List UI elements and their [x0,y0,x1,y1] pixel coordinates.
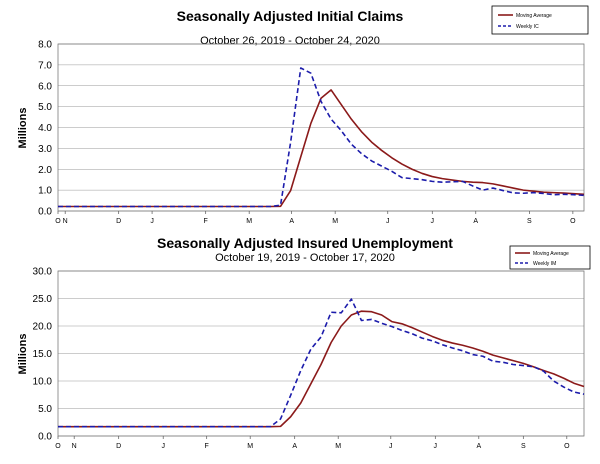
x-tick-label: A [289,218,294,225]
x-tick-label: J [386,218,390,225]
y-tick-label: 15.0 [33,349,53,360]
legend-label-weekly-im: Weekly IM [533,261,556,267]
legend-label-moving-average: Moving Average [516,13,552,19]
x-tick-label: D [116,443,121,450]
x-tick-label: O [570,218,576,225]
legend-box [491,5,589,35]
legend-box [509,245,591,270]
x-tick-label: J [161,443,165,450]
x-tick-label: D [116,218,121,225]
x-tick-label: J [150,218,154,225]
initial-claims-svg: Seasonally Adjusted Initial Claims Octob… [17,5,589,225]
chart-subtitle: October 26, 2019 - October 24, 2020 [200,35,380,47]
legend-label-weekly-ic: Weekly IC [516,24,539,30]
x-tick-label: M [246,218,252,225]
chart-subtitle: October 19, 2019 - October 17, 2020 [215,252,395,264]
x-tick-label: J [389,443,393,450]
plot-area [57,270,585,437]
y-tick-label: 3.0 [38,144,52,155]
legend: Moving Average Weekly IC [491,5,589,35]
y-tick-label: 0.0 [38,207,52,218]
insured-unemployment-svg: Seasonally Adjusted Insured Unemployment… [17,235,591,450]
x-tick-label: A [476,443,481,450]
series-line-moving-average [58,310,585,428]
series-line-moving-average [58,89,585,208]
x-tick-label: J [431,218,435,225]
x-tick-label: M [335,443,341,450]
x-tick-label: M [247,443,253,450]
y-axis-label: Millions [17,108,29,149]
chart-title: Seasonally Adjusted Insured Unemployment [157,235,453,251]
x-tick-label: S [527,218,532,225]
x-tick-label: F [205,443,209,450]
y-tick-label: 30.0 [33,267,53,278]
y-tick-label: 25.0 [33,294,53,305]
x-tick-label: M [332,218,338,225]
x-tick-label: A [473,218,478,225]
x-tick-label: N [63,218,68,225]
x-tick-label: O [564,443,570,450]
x-tick-label: J [434,443,438,450]
x-tick-label: N [72,443,77,450]
y-tick-label: 7.0 [38,60,52,71]
series-line-weekly-im [58,298,585,428]
y-tick-label: 5.0 [38,404,52,415]
x-tick-label: F [204,218,208,225]
x-tick-label: O [55,218,61,225]
plot-area [57,43,585,212]
y-tick-label: 1.0 [38,186,52,197]
legend-label-moving-average: Moving Average [533,251,569,257]
x-tick-label: A [292,443,297,450]
grid [58,270,584,437]
y-tick-label: 8.0 [38,40,52,51]
y-axis-label: Millions [17,334,29,375]
chart-title: Seasonally Adjusted Initial Claims [177,8,404,24]
y-tick-label: 6.0 [38,81,52,92]
legend: Moving Average Weekly IM [509,245,591,270]
y-tick-label: 5.0 [38,102,52,113]
x-tick-label: S [521,443,526,450]
initial-claims-chart: Seasonally Adjusted Initial Claims Octob… [17,5,589,225]
x-tick-label: O [55,443,61,450]
y-tick-label: 10.0 [33,377,53,388]
y-tick-label: 0.0 [38,432,52,443]
insured-unemployment-chart: Seasonally Adjusted Insured Unemployment… [0,232,600,464]
y-tick-label: 4.0 [38,123,52,134]
series-line-weekly-ic [58,67,585,208]
y-tick-label: 2.0 [38,165,52,176]
y-tick-label: 20.0 [33,322,53,333]
